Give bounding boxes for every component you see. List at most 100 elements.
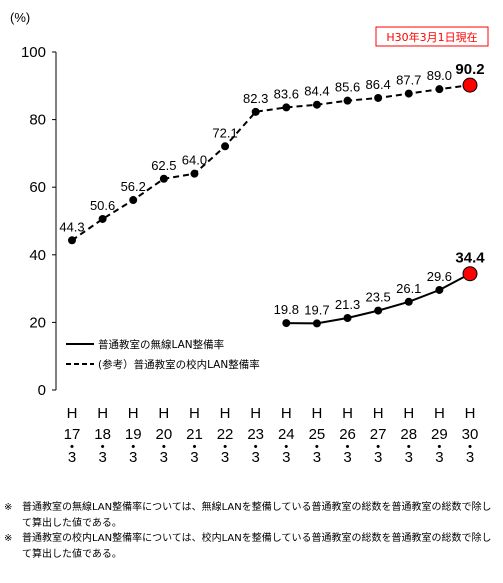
data-label: 85.6	[335, 80, 360, 95]
x-tick-label: H	[281, 405, 292, 422]
footnote-mark: ※	[4, 533, 13, 544]
y-tick-label: 80	[29, 112, 46, 129]
footnote-mark: ※	[4, 502, 13, 513]
footnotes: ※ 普通教室の無線LAN整備率については、無線LANを整備している普通教室の総数…	[4, 500, 499, 562]
data-label: 90.2	[455, 61, 484, 78]
x-tick-label: 21	[186, 426, 203, 443]
x-tick-label: ・	[218, 439, 233, 456]
x-tick-label: 25	[309, 426, 326, 443]
x-tick-label: 28	[400, 426, 417, 443]
x-tick-label: 3	[282, 449, 290, 466]
x-tick-label: ・	[401, 439, 416, 456]
x-tick-label: ・	[64, 439, 79, 456]
x-tick-label: ・	[279, 439, 294, 456]
x-tick-label: H	[403, 405, 414, 422]
x-tick-label: ・	[340, 439, 355, 456]
x-tick-label: 22	[217, 426, 234, 443]
data-label: 72.1	[212, 125, 237, 140]
y-axis-unit: (%)	[10, 10, 30, 25]
data-point	[435, 85, 444, 94]
data-point	[343, 314, 352, 323]
footnote-wireless: ※ 普通教室の無線LAN整備率については、無線LANを整備している普通教室の総数…	[4, 500, 499, 531]
x-tick-label: ・	[309, 439, 324, 456]
data-label: 21.3	[335, 297, 360, 312]
data-label: 87.7	[396, 73, 421, 88]
data-label: 50.6	[90, 198, 115, 213]
data-point	[251, 107, 260, 116]
x-tick-label: H	[312, 405, 323, 422]
data-point	[98, 214, 107, 223]
x-tick-label: H	[465, 405, 476, 422]
data-point-latest	[462, 266, 478, 282]
series-line-campus-lan	[71, 84, 471, 242]
data-point	[312, 100, 321, 109]
series-layer: 19.8 19.7 21.3 23.5 26.1 29.634.4 44.3 50.6 56.2…	[59, 61, 485, 328]
legend-label-campus-lan: (参考）普通教室の校内LAN整備率	[98, 358, 260, 371]
data-label: 19.8	[274, 302, 299, 317]
data-label: 64.0	[182, 153, 207, 168]
x-tick-label: ・	[432, 439, 447, 456]
data-point	[68, 236, 76, 245]
x-tick-label: H	[373, 405, 384, 422]
x-axis-ticks: H17・3H18・3H19・3H20・3H21・3H22・3H23・3H24・3…	[64, 405, 479, 466]
data-point	[282, 103, 291, 112]
data-point-latest	[462, 77, 478, 93]
data-label: 82.3	[243, 91, 268, 106]
x-tick-label: 3	[313, 449, 321, 466]
x-tick-label: 24	[278, 426, 295, 443]
footnote-campus-lan: ※ 普通教室の校内LAN整備率については、校内LANを整備している普通教室の総数…	[4, 531, 499, 562]
date-badge: H30年3月1日現在	[375, 26, 489, 47]
data-point	[404, 89, 413, 98]
data-label: 62.5	[151, 158, 176, 173]
footnote-text: 普通教室の校内LAN整備率については、校内LANを整備している普通教室の総数を普…	[22, 533, 492, 560]
data-label: 26.1	[396, 281, 421, 296]
x-tick-label: ・	[248, 439, 263, 456]
data-point	[190, 169, 199, 178]
data-label: 83.6	[274, 86, 299, 101]
footnote-text: 普通教室の無線LAN整備率については、無線LANを整備している普通教室の総数を普…	[22, 502, 492, 529]
x-tick-label: 17	[64, 426, 81, 443]
x-tick-label: 23	[247, 426, 264, 443]
x-tick-label: 3	[343, 449, 351, 466]
y-tick-label: 20	[29, 314, 46, 331]
legend: 普通教室の無線LAN整備率 (参考）普通教室の校内LAN整備率	[66, 338, 260, 371]
y-tick-label: 0	[38, 382, 46, 399]
x-tick-label: 26	[339, 426, 356, 443]
data-label: 23.5	[365, 290, 390, 305]
x-tick-label: 19	[125, 426, 142, 443]
x-tick-label: H	[128, 405, 139, 422]
x-tick-label: 3	[160, 449, 168, 466]
x-tick-label: 3	[98, 449, 106, 466]
data-label: 29.6	[427, 269, 452, 284]
y-tick-label: 40	[29, 247, 46, 264]
y-axis-ticks: 0 20 40 60 80 100	[21, 44, 56, 399]
x-tick-label: 3	[129, 449, 137, 466]
data-point	[312, 319, 321, 328]
x-tick-label: 3	[221, 449, 229, 466]
x-tick-label: 3	[435, 449, 443, 466]
x-tick-label: H	[220, 405, 231, 422]
data-point	[343, 96, 352, 105]
x-tick-label: H	[67, 405, 78, 422]
data-point	[374, 93, 383, 102]
date-badge-text: H30年3月1日現在	[386, 30, 477, 44]
data-point	[404, 297, 413, 306]
data-label: 89.0	[427, 68, 452, 83]
x-tick-label: H	[250, 405, 261, 422]
data-point	[282, 319, 291, 328]
x-tick-label: H	[158, 405, 169, 422]
x-tick-label: 3	[190, 449, 198, 466]
data-label: 34.4	[455, 250, 485, 267]
y-tick-label: 60	[29, 179, 46, 196]
x-tick-label: 30	[462, 426, 479, 443]
data-point	[159, 174, 168, 183]
x-tick-label: 3	[374, 449, 382, 466]
x-tick-label: ・	[156, 439, 171, 456]
y-tick-label: 100	[21, 44, 46, 61]
x-tick-label: 29	[431, 426, 448, 443]
legend-label-wireless: 普通教室の無線LAN整備率	[98, 338, 224, 351]
data-label: 44.3	[59, 219, 84, 234]
x-tick-label: ・	[462, 439, 477, 456]
x-tick-label: H	[97, 405, 108, 422]
